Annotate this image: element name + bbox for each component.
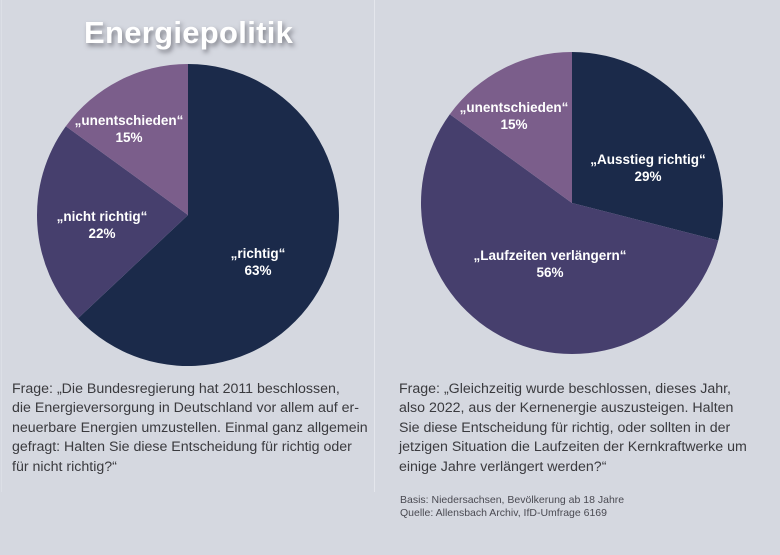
slice-value-label: 29%: [634, 169, 661, 184]
page-title: Energiepolitik: [84, 15, 294, 50]
source-quelle: Quelle: Allensbach Archiv, IfD-Umfrage 6…: [400, 507, 607, 519]
pie-slice: [36, 126, 188, 319]
slice-value-label: 56%: [536, 265, 563, 280]
pie-chart-left: „richtig“ 63% „nicht richtig“ 22% „unentschi…: [36, 64, 340, 366]
source-basis: Basis: Niedersachsen, Bevölkerung ab 18 …: [400, 494, 625, 506]
slice-label: „unentschieden“: [75, 113, 184, 128]
pie-slice: [449, 51, 572, 203]
pie-slice: [420, 114, 719, 355]
slice-value-label: 15%: [115, 130, 142, 145]
pie-chart-right: „Ausstieg richtig“ 29% „Laufzeiten verläng…: [420, 51, 723, 355]
pie-slice: [77, 64, 340, 366]
slice-label: „richtig“: [231, 246, 286, 261]
column-divider: [374, 0, 375, 492]
slice-value-label: 22%: [88, 226, 115, 241]
slice-label: „unentschieden“: [460, 100, 569, 115]
slice-value-label: 15%: [500, 117, 527, 132]
question-text-right: Frage: „Gleichzeitig wurde beschlossen, …: [399, 381, 747, 475]
pie-slice: [65, 64, 188, 215]
source-note: Basis: Niedersachsen, Bevölkerung ab 18 …: [400, 494, 624, 520]
left-edge-line: [1, 0, 2, 492]
slice-value-label: 63%: [244, 263, 271, 278]
slice-label: „Ausstieg richtig“: [590, 152, 706, 167]
question-text-left: Frage: „Die Bundesregierung hat 2011 bes…: [12, 381, 368, 475]
slice-label: „Laufzeiten verlängern“: [473, 248, 626, 263]
slice-label: „nicht richtig“: [57, 209, 148, 224]
pie-slice: [572, 52, 723, 241]
